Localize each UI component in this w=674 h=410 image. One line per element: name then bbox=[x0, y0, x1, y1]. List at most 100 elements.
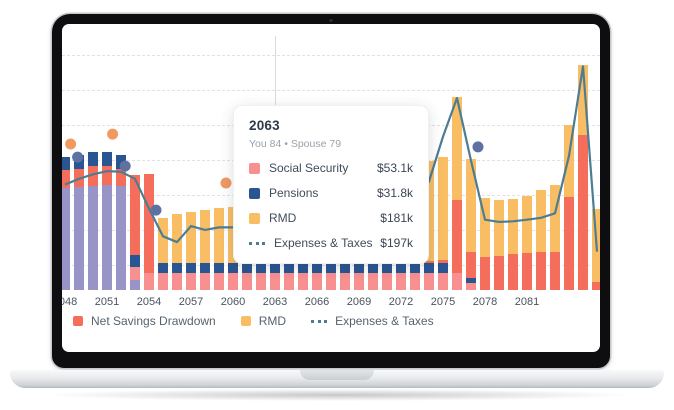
bar-segment-pink bbox=[284, 273, 294, 290]
bar-segment-navy bbox=[382, 262, 392, 274]
bar-segment-yellow bbox=[480, 197, 490, 258]
tooltip-ages-subtitle: You 84 • Spouse 79 bbox=[249, 138, 342, 150]
bar-segment-yellow bbox=[522, 195, 532, 254]
tooltip-row-label: Expenses & Taxes bbox=[274, 236, 373, 250]
bar-segment-yellow bbox=[592, 208, 600, 282]
navy-swatch-icon bbox=[249, 187, 260, 199]
bar-segment-red bbox=[130, 175, 140, 256]
bar-segment-red bbox=[74, 168, 84, 188]
red-swatch-icon bbox=[73, 316, 83, 326]
legend-item-expenses-taxes[interactable]: Expenses & Taxes bbox=[311, 314, 434, 328]
bar-2083[interactable] bbox=[550, 184, 560, 290]
bar-segment-pink bbox=[200, 273, 210, 290]
bar-segment-pink bbox=[340, 273, 350, 290]
tooltip-row-label: RMD bbox=[269, 211, 297, 225]
bar-2085[interactable] bbox=[578, 65, 588, 290]
hover-indicator-line bbox=[275, 36, 276, 105]
bar-2078[interactable] bbox=[480, 197, 490, 290]
chart-legend: Net Savings Drawdown RMD Expenses & Taxes bbox=[73, 314, 434, 328]
screen-content: 2048 2051 2054 2057 2060 2063 2066 2069 2072 2075… bbox=[62, 24, 600, 352]
bar-segment-pink bbox=[130, 267, 140, 281]
bar-2079[interactable] bbox=[494, 199, 504, 290]
bar-2077[interactable] bbox=[466, 159, 476, 290]
bar-segment-navy bbox=[88, 152, 98, 167]
bar-segment-pink bbox=[242, 273, 252, 290]
scatter-dot[interactable] bbox=[220, 177, 232, 189]
bar-segment-navy bbox=[424, 263, 434, 274]
bar-2052[interactable] bbox=[116, 155, 126, 290]
bar-2075[interactable] bbox=[438, 157, 448, 290]
scatter-dot[interactable] bbox=[65, 138, 77, 150]
bar-segment-red bbox=[144, 174, 154, 274]
bar-segment-pink bbox=[438, 273, 448, 290]
bar-2058[interactable] bbox=[200, 210, 210, 290]
bar-2084[interactable] bbox=[564, 125, 574, 290]
bar-segment-yellow bbox=[438, 157, 448, 260]
bar-segment-yellow bbox=[172, 214, 182, 263]
scatter-dot[interactable] bbox=[107, 128, 119, 140]
bar-segment-pink bbox=[466, 282, 476, 290]
bar-2056[interactable] bbox=[172, 214, 182, 290]
bar-2076[interactable] bbox=[452, 97, 462, 290]
bar-segment-red bbox=[508, 253, 518, 290]
bar-segment-navy bbox=[172, 262, 182, 274]
bar-segment-yellow bbox=[494, 199, 504, 257]
bar-2082[interactable] bbox=[536, 189, 546, 290]
bar-segment-navy bbox=[340, 262, 350, 274]
pink-swatch-icon bbox=[249, 162, 260, 174]
tooltip-row: Pensions $31.8k bbox=[249, 186, 413, 200]
x-axis-label-2063: 2063 bbox=[262, 296, 288, 308]
tooltip-row-value: $197k bbox=[380, 236, 413, 250]
bar-segment-pink bbox=[298, 273, 308, 290]
bar-segment-red bbox=[452, 199, 462, 274]
bar-2086[interactable] bbox=[592, 208, 600, 290]
bar-segment-yellow bbox=[578, 65, 588, 135]
legend-item-rmd[interactable]: RMD bbox=[240, 314, 286, 328]
bar-2051[interactable] bbox=[102, 152, 112, 290]
bar-segment-navy bbox=[438, 263, 448, 274]
bar-segment-yellow bbox=[508, 198, 518, 254]
bar-segment-red bbox=[62, 170, 70, 188]
bar-segment-navy bbox=[466, 277, 476, 283]
scatter-dot[interactable] bbox=[472, 141, 484, 153]
bar-segment-pink bbox=[214, 273, 224, 290]
tooltip-row-label: Pensions bbox=[269, 186, 319, 200]
laptop-base bbox=[10, 370, 664, 388]
bar-segment-red bbox=[480, 257, 490, 290]
x-axis-label-2081: 2081 bbox=[514, 296, 540, 308]
bar-segment-navy bbox=[116, 155, 126, 169]
bar-segment-pink bbox=[326, 273, 336, 290]
bar-2081[interactable] bbox=[522, 195, 532, 290]
bar-segment-pink bbox=[144, 273, 154, 290]
tooltip-row: Expenses & Taxes $197k bbox=[249, 236, 413, 250]
x-axis-label-2057: 2057 bbox=[178, 296, 204, 308]
webcam-icon bbox=[329, 19, 333, 22]
bar-2053[interactable] bbox=[130, 175, 140, 290]
bar-2057[interactable] bbox=[186, 212, 196, 290]
bar-2048[interactable] bbox=[62, 156, 70, 290]
bar-segment-yellow bbox=[536, 189, 546, 253]
bar-segment-yellow bbox=[214, 207, 224, 263]
bar-segment-pink bbox=[424, 273, 434, 290]
bar-segment-red bbox=[424, 260, 434, 264]
yellow-swatch-icon bbox=[249, 212, 260, 224]
bar-segment-red bbox=[564, 196, 574, 290]
bar-segment-navy bbox=[130, 255, 140, 268]
bar-segment-navy bbox=[312, 262, 322, 274]
bar-2049[interactable] bbox=[74, 154, 84, 290]
legend-item-net-savings-drawdown[interactable]: Net Savings Drawdown bbox=[73, 314, 216, 328]
bar-2054[interactable] bbox=[144, 174, 154, 290]
laptop-lid-notch bbox=[300, 370, 374, 380]
tooltip-row: Social Security $53.1k bbox=[249, 161, 413, 175]
x-axis-label-2069: 2069 bbox=[346, 296, 372, 308]
bar-2080[interactable] bbox=[508, 198, 518, 290]
bar-segment-purple bbox=[130, 280, 140, 290]
bar-2050[interactable] bbox=[88, 152, 98, 290]
bar-segment-red bbox=[550, 251, 560, 290]
bar-segment-red bbox=[592, 282, 600, 290]
bar-2055[interactable] bbox=[158, 218, 168, 290]
x-axis-label-2060: 2060 bbox=[220, 296, 246, 308]
bar-segment-navy bbox=[228, 262, 238, 274]
bar-2059[interactable] bbox=[214, 207, 224, 290]
